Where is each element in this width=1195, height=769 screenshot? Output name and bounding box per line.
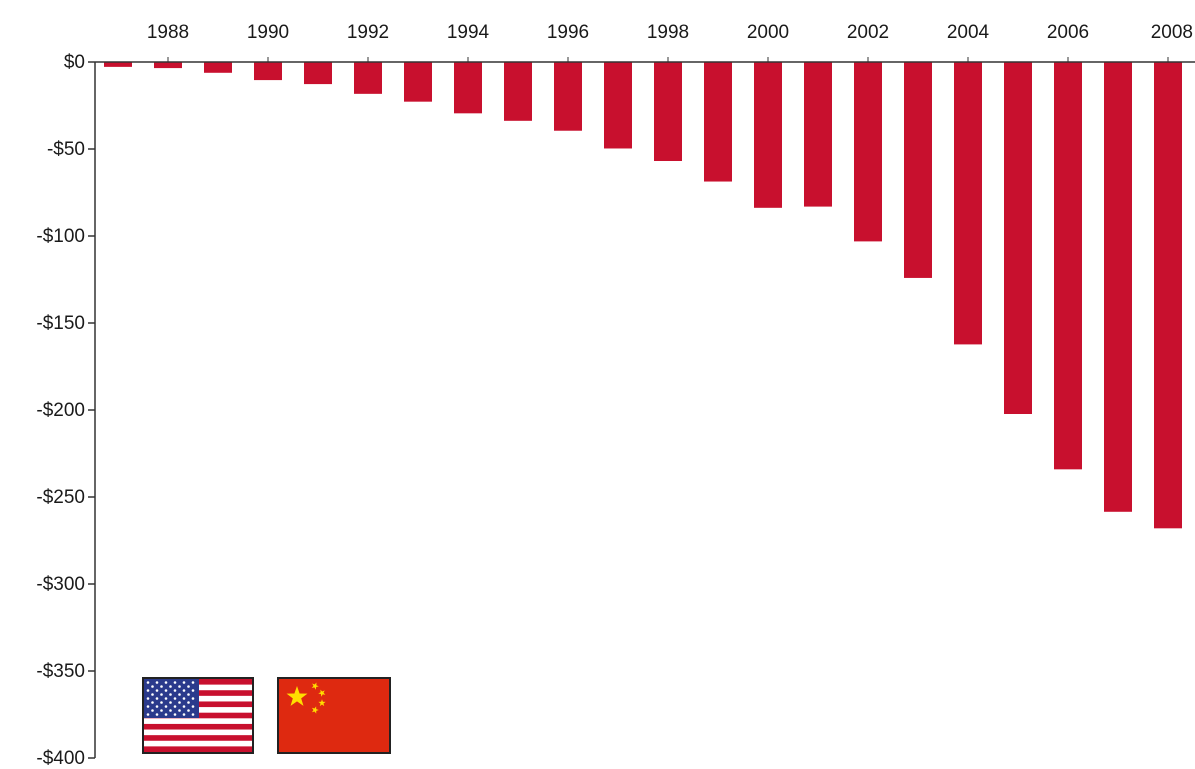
bar-1996 bbox=[554, 62, 582, 131]
bar-2004 bbox=[954, 62, 982, 344]
bar-1989 bbox=[204, 62, 232, 73]
bar-1998 bbox=[654, 62, 682, 161]
bar-2000 bbox=[754, 62, 782, 208]
x-tick-label: 2006 bbox=[1047, 22, 1089, 43]
bar-2002 bbox=[854, 62, 882, 241]
bar-1999 bbox=[704, 62, 732, 182]
x-tick-label: 1994 bbox=[447, 22, 490, 43]
bar-2007 bbox=[1104, 62, 1132, 512]
united-states-flag-icon bbox=[143, 678, 253, 753]
bar-1997 bbox=[604, 62, 632, 148]
x-axis-ticks: 1988 1990 1992 1994 1996 1998 2000 2002 2004 2006… bbox=[147, 22, 1193, 62]
x-tick-label: 2004 bbox=[947, 22, 990, 43]
y-tick-label: -$350 bbox=[36, 661, 85, 682]
y-tick-label: -$100 bbox=[36, 226, 85, 247]
y-tick-label: -$200 bbox=[36, 400, 85, 421]
bar-2005 bbox=[1004, 62, 1032, 414]
china-flag-icon bbox=[278, 678, 390, 753]
x-tick-label: 1988 bbox=[147, 22, 189, 43]
x-tick-label: 1992 bbox=[347, 22, 389, 43]
bar-2006 bbox=[1054, 62, 1082, 469]
bars-group bbox=[104, 62, 1182, 528]
bar-2001 bbox=[804, 62, 832, 207]
x-tick-label: 1996 bbox=[547, 22, 589, 43]
bar-1988 bbox=[154, 62, 182, 68]
y-tick-label: $0 bbox=[64, 52, 85, 73]
x-tick-label: 2000 bbox=[747, 22, 789, 43]
bar-1993 bbox=[404, 62, 432, 102]
y-tick-label: -$400 bbox=[36, 748, 85, 769]
bar-1991 bbox=[304, 62, 332, 84]
y-tick-label: -$250 bbox=[36, 487, 85, 508]
y-tick-label: -$300 bbox=[36, 574, 85, 595]
y-axis-ticks: $0 -$50 -$100 -$150 -$200 -$250 -$300 -$350 -$40… bbox=[36, 52, 95, 769]
bar-1994 bbox=[454, 62, 482, 113]
y-tick-label: -$150 bbox=[36, 313, 85, 334]
x-tick-label: 2002 bbox=[847, 22, 889, 43]
x-tick-label: 1998 bbox=[647, 22, 689, 43]
bar-1992 bbox=[354, 62, 382, 94]
bar-1995 bbox=[504, 62, 532, 121]
bar-2003 bbox=[904, 62, 932, 278]
x-tick-label: 2008 bbox=[1151, 22, 1193, 43]
bar-2008 bbox=[1154, 62, 1182, 528]
y-tick-label: -$50 bbox=[47, 139, 85, 160]
bar-1990 bbox=[254, 62, 282, 80]
x-tick-label: 1990 bbox=[247, 22, 289, 43]
